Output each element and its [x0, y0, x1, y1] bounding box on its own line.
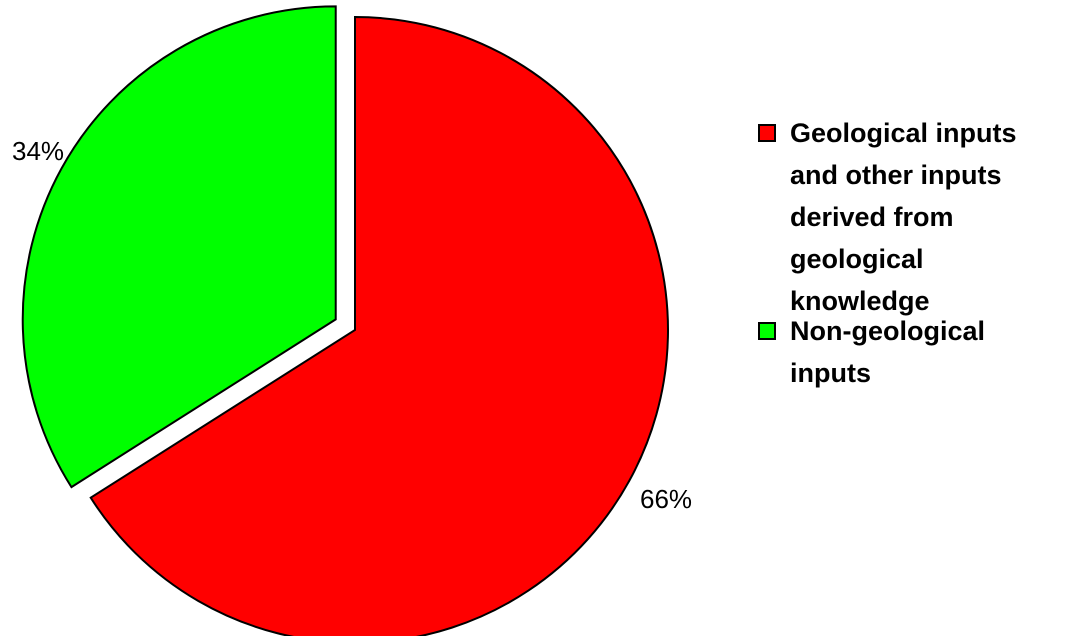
- pie-slices: [21, 5, 669, 636]
- legend-item-geological: Geological inputs and other inputs deriv…: [758, 112, 1068, 322]
- legend-label-non-geological: Non-geological inputs: [790, 316, 985, 388]
- pie-slice-non-geological: [21, 5, 337, 489]
- legend-swatch-non-geological: [758, 322, 776, 340]
- slice-value-label-geological: 66%: [640, 484, 692, 514]
- legend-swatch-geological: [758, 124, 776, 142]
- slice-value-label-non-geological: 34%: [12, 136, 64, 166]
- legend-label-geological: Geological inputs and other inputs deriv…: [790, 118, 1017, 316]
- legend-item-non-geological: Non-geological inputs: [758, 310, 1068, 394]
- legend: Geological inputs and other inputs deriv…: [758, 112, 1068, 394]
- pie-slice-geological: [89, 15, 669, 636]
